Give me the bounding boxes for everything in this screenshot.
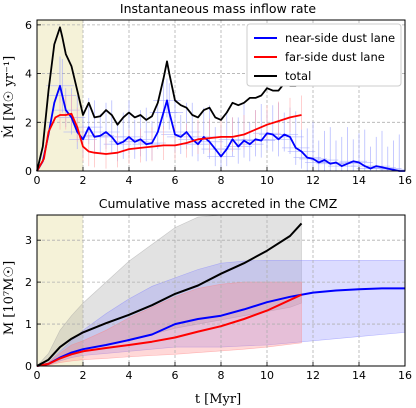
series-line [36, 293, 302, 367]
legend-label: total [285, 69, 311, 83]
x-tick-label: 16 [398, 174, 412, 187]
legend-label: far-side dust lane [285, 50, 385, 64]
series-lines [36, 222, 405, 367]
x-tick-label: 4 [126, 174, 133, 187]
y-tick-label: 4 [25, 68, 32, 81]
chart-title: Cumulative mass accreted in the CMZ [99, 196, 338, 211]
x-tick-label: 6 [172, 174, 179, 187]
x-tick-label: 2 [80, 174, 87, 187]
inflow-rate-panel: 0 2 4 6 8 10 12 14 16 0 2 4 6 Instantaneous mass inf… [0, 1, 412, 187]
y-tick-label: 6 [25, 19, 32, 32]
legend-box [246, 23, 402, 87]
legend: near-side dust lane far-side dust lane tot… [246, 23, 402, 87]
y-tick-label: 2 [25, 116, 32, 129]
x-tick-label: 8 [218, 369, 225, 382]
y-tick-label: 0 [25, 360, 32, 373]
series-line [36, 26, 303, 172]
x-axis-label: t [Myr] [195, 392, 241, 407]
x-tick-label: 14 [352, 174, 366, 187]
x-tick-label: 6 [172, 369, 179, 382]
series-lines [36, 26, 405, 172]
x-tick-label: 0 [34, 369, 41, 382]
series-line [36, 112, 302, 172]
y-tick-label: 1 [25, 318, 32, 331]
series-line [36, 84, 405, 172]
x-tick-label: 12 [306, 369, 320, 382]
series-line [36, 287, 405, 367]
chart-title: Instantaneous mass inflow rate [120, 1, 316, 16]
tick-labels: 0 2 4 6 8 10 12 14 16 0 2 4 6 [25, 19, 412, 187]
x-tick-label: 2 [80, 369, 87, 382]
y-tick-label: 0 [25, 165, 32, 178]
x-tick-label: 16 [398, 369, 412, 382]
series-line [36, 222, 303, 367]
y-tick-label: 3 [25, 234, 32, 247]
y-axis-label: Ṁ [M☉ yr⁻¹] [0, 56, 17, 138]
x-tick-label: 0 [34, 174, 41, 187]
x-tick-label: 8 [218, 174, 225, 187]
y-tick-label: 2 [25, 276, 32, 289]
y-axis-label: M [10⁷M☉] [2, 261, 17, 335]
legend-label: near-side dust lane [285, 31, 395, 45]
x-tick-label: 10 [260, 174, 274, 187]
x-tick-label: 10 [260, 369, 274, 382]
x-tick-label: 4 [126, 369, 133, 382]
x-tick-label: 14 [352, 369, 366, 382]
x-tick-label: 12 [306, 174, 320, 187]
gridlines [37, 215, 405, 366]
